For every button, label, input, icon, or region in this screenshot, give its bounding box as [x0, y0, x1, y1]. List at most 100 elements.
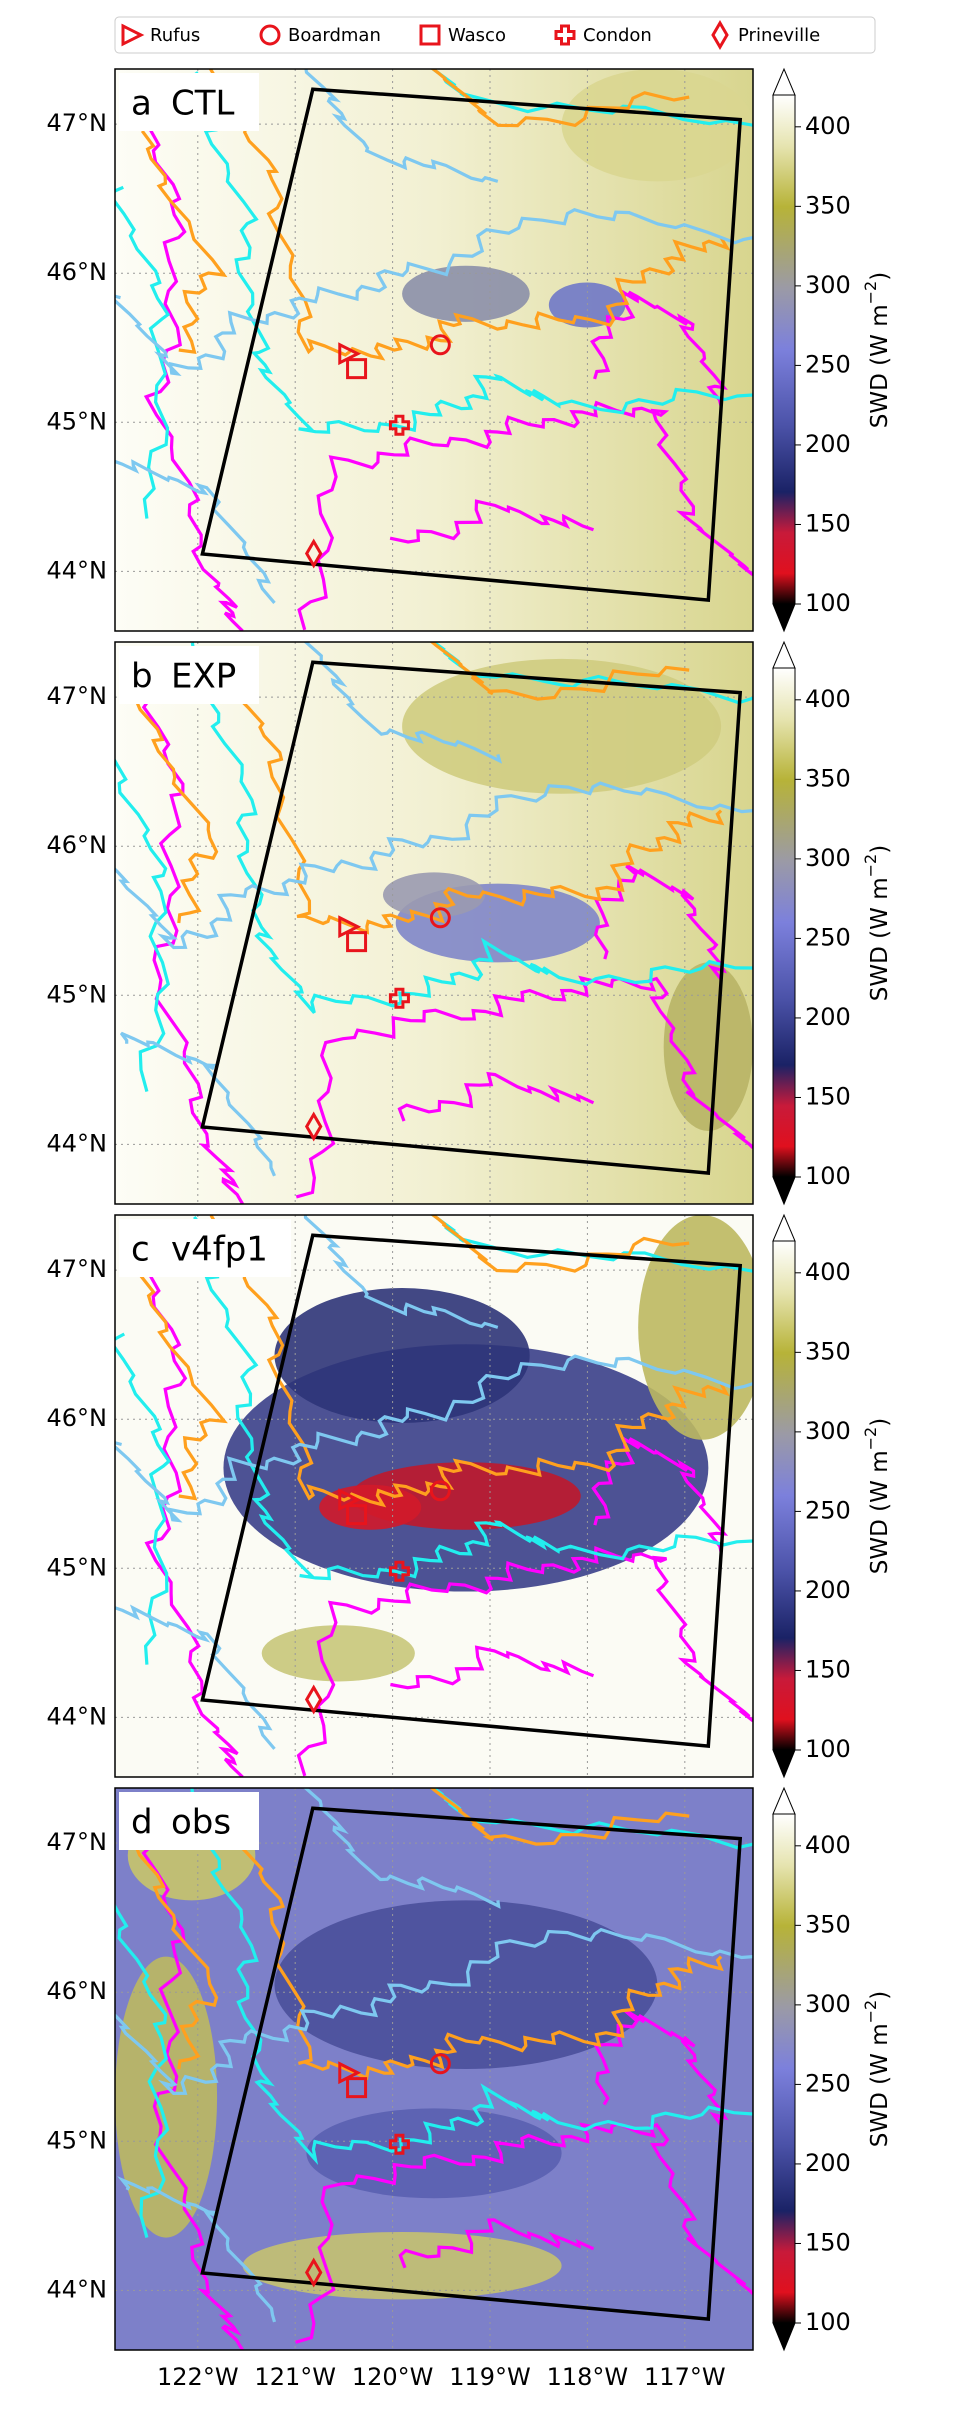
contour: [429, 642, 690, 701]
colorbar-outline: [772, 668, 796, 1177]
colorbar-label-end: ): [867, 1991, 893, 2000]
contour: [193, 1215, 753, 1581]
map-content: [115, 69, 753, 631]
marker-wasco: [346, 2077, 368, 2099]
x-tick-label: 119°W: [449, 2363, 531, 2391]
marker-prineville: [304, 1684, 323, 1715]
marker-prineville: [304, 1111, 323, 1142]
colorbar-extend-top: [772, 1786, 796, 1815]
contour: [138, 103, 244, 631]
panel-name: CTL: [171, 84, 235, 124]
colorbar-label-exp: −2: [861, 2000, 880, 2024]
contour: [430, 69, 690, 128]
contour: [296, 1546, 753, 1777]
colorbar-label-end: ): [867, 845, 893, 854]
colorbar-tick-label: 350: [805, 764, 851, 792]
marker-boardman: [429, 2053, 451, 2075]
swd-region: [274, 1288, 530, 1423]
y-tick-label: 44°N: [47, 556, 108, 584]
colorbar-label-text: SWD (W m: [867, 2023, 893, 2147]
contour: [115, 185, 171, 519]
legend-marker: [259, 24, 281, 46]
y-tick-label: 47°N: [47, 109, 108, 137]
map-panel: 47°N 46°N 45°N 44°N a CTL 100 150 200 250 300 350 40…: [47, 67, 893, 633]
colorbar-label-text: SWD (W m: [867, 877, 893, 1001]
colorbar-tick-label: 100: [805, 1735, 851, 1763]
y-tick-label: 47°N: [47, 1828, 108, 1856]
contour: [209, 1215, 730, 1508]
contour: [115, 207, 753, 376]
y-tick-label: 44°N: [47, 1702, 108, 1730]
map-content: [115, 1215, 753, 1777]
marker-boardman: [429, 1480, 451, 1502]
colorbar-tick-label: 250: [805, 2069, 851, 2097]
contour: [115, 1332, 172, 1665]
colorbar-label: SWD (W m−2): [861, 272, 893, 428]
map-panel: 47°N 46°N 45°N 44°N 122°W 121°W 120°W 119°W 118°…: [47, 1786, 893, 2391]
colorbar-tick-label: 300: [805, 1990, 851, 2018]
contour: [139, 1275, 228, 1501]
marker-condon: [388, 414, 410, 436]
panel-label-box: [119, 1219, 291, 1277]
domain-box: [200, 87, 743, 603]
y-tick-label: 45°N: [47, 407, 108, 435]
colorbar-label: SWD (W m−2): [861, 1418, 893, 1574]
swd-region: [638, 1215, 753, 1440]
colorbar-tick-label: 350: [805, 1337, 851, 1365]
colorbar: [773, 95, 795, 604]
colorbar-tick-label: 150: [805, 1655, 851, 1683]
contour: [590, 289, 728, 407]
domain-box: [200, 660, 743, 1176]
contour: [139, 1249, 244, 1777]
colorbar-outline: [772, 1814, 796, 2323]
contour: [208, 69, 731, 361]
colorbar-tick-label: 200: [805, 430, 851, 458]
panel-label-box: [119, 73, 259, 131]
contour: [115, 459, 276, 604]
contour: [297, 400, 753, 631]
colorbar-extend-bottom: [772, 603, 796, 633]
y-tick-label: 46°N: [47, 831, 108, 859]
colorbar-extend-top: [772, 1213, 796, 1242]
colorbar-tick-label: 250: [805, 350, 851, 378]
colorbar-label-text: SWD (W m: [867, 304, 893, 428]
colorbar-extend-bottom: [772, 2322, 796, 2352]
colorbar-tick-label: 100: [805, 589, 851, 617]
x-tick-label: 118°W: [547, 2363, 629, 2391]
panel-name: obs: [171, 1803, 231, 1843]
legend-marker: [121, 23, 145, 47]
colorbar-label: SWD (W m−2): [861, 1991, 893, 2147]
colorbar-tick-label: 400: [805, 685, 851, 713]
y-tick-label: 46°N: [47, 1404, 108, 1432]
contour: [389, 499, 595, 544]
map-frame: [114, 641, 754, 1205]
x-tick-label: 117°W: [644, 2363, 726, 2391]
colorbar-label-exp: −2: [861, 281, 880, 305]
colorbar-tick-label: 400: [805, 112, 851, 140]
map-frame: [114, 68, 754, 632]
colorbar-extend-bottom: [772, 1176, 796, 1206]
legend-item: Wasco: [419, 24, 506, 46]
colorbar-tick-label: 150: [805, 2228, 851, 2256]
colorbar-tick-label: 300: [805, 271, 851, 299]
colorbar-label-exp: −2: [861, 1427, 880, 1451]
contour: [430, 1215, 690, 1273]
contour: [119, 1031, 276, 1177]
marker-condon: [388, 987, 410, 1009]
colorbar-tick-label: 150: [805, 1082, 851, 1110]
panel-letter: c: [131, 1230, 150, 1270]
colorbar-tick-label: 100: [805, 2308, 851, 2336]
swd-region: [561, 69, 753, 182]
legend: Rufus Boardman Wasco Condon Prineville: [114, 16, 876, 54]
contour: [303, 642, 503, 764]
legend-marker: [419, 24, 441, 46]
contour: [429, 1788, 690, 1846]
colorbar-label: SWD (W m−2): [861, 845, 893, 1001]
colorbar-tick-label: 200: [805, 1003, 851, 1031]
colorbar-label-exp: −2: [861, 854, 880, 878]
legend-box: [114, 16, 876, 54]
contour: [134, 1844, 219, 2070]
panel-name: EXP: [171, 657, 236, 697]
domain-box: [200, 1806, 743, 2322]
contour: [303, 1788, 501, 1909]
